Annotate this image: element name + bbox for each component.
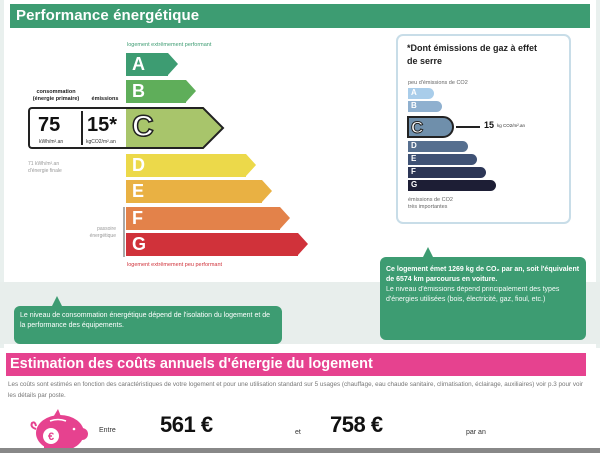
consumption-unit: kWh/m².an	[39, 139, 64, 145]
ges-class-b: B	[408, 101, 442, 112]
cost-title: Estimation des coûts annuels d'énergie d…	[10, 356, 373, 372]
ges-value: 15	[484, 120, 495, 130]
ges-class-g: G	[408, 180, 496, 191]
current-values-box	[28, 107, 126, 149]
bottom-edge	[0, 448, 600, 453]
ges-class-f: F	[408, 167, 486, 178]
consumption-header: consommation (énergie primaire)	[32, 89, 80, 102]
ges-class-d: D	[408, 141, 468, 152]
performance-title: Performance énergétique	[16, 7, 200, 24]
emissions-value: 15*	[87, 114, 118, 136]
max-cost: 758 €	[330, 412, 383, 437]
passoire-label: passoire énergétique	[89, 226, 116, 239]
svg-text:€: €	[48, 431, 54, 443]
cost-header: Estimation des coûts annuels d'énergie d…	[6, 353, 586, 376]
final-energy-note: 71 kWh/m².an d'énergie finale	[28, 161, 62, 174]
class-c-arrow-tip	[203, 107, 225, 149]
label-extremely-performant: logement extrêmement performant	[127, 42, 212, 48]
ges-class-c-current: C	[407, 116, 454, 138]
ges-pointer-line	[456, 126, 480, 128]
ges-class-a: A	[408, 88, 434, 99]
label-extremely-poor: logement extrêmement peu performant	[127, 262, 223, 268]
ges-class-e: E	[408, 154, 477, 165]
emissions-explanation: Le niveau d'émissions dépend principalem…	[386, 286, 560, 303]
performance-header: Performance énergétique	[10, 4, 590, 28]
emissions-header: émissions	[91, 96, 119, 102]
ges-title: *Dont émissions de gaz à effet de serre	[407, 43, 538, 66]
ges-unit: kg CO2/m².an	[497, 123, 526, 128]
ges-label-low: peu d'émissions de CO2	[408, 80, 468, 86]
and-label: et	[295, 429, 301, 436]
passoire-bracket	[123, 207, 125, 257]
consumption-info-bubble: Le niveau de consommation énergétique dé…	[14, 296, 282, 344]
min-cost: 561 €	[160, 412, 213, 437]
emissions-unit: kgCO2/m².an	[86, 139, 116, 145]
between-label: Entre	[99, 427, 116, 434]
emissions-info-bubble: Ce logement émet 1269 kg de CO₂ par an, …	[380, 247, 586, 340]
emissions-summary: Ce logement émet 1269 kg de CO₂ par an, …	[386, 266, 580, 283]
ges-label-high: émissions de CO2 très importantes	[408, 197, 453, 210]
consumption-value: 75	[38, 114, 61, 136]
separator	[81, 111, 83, 145]
piggy-bank-euro-icon: €	[30, 409, 88, 453]
cost-description: Les coûts sont estimés en fonction des c…	[8, 381, 583, 399]
per-year-label: par an	[466, 429, 486, 436]
